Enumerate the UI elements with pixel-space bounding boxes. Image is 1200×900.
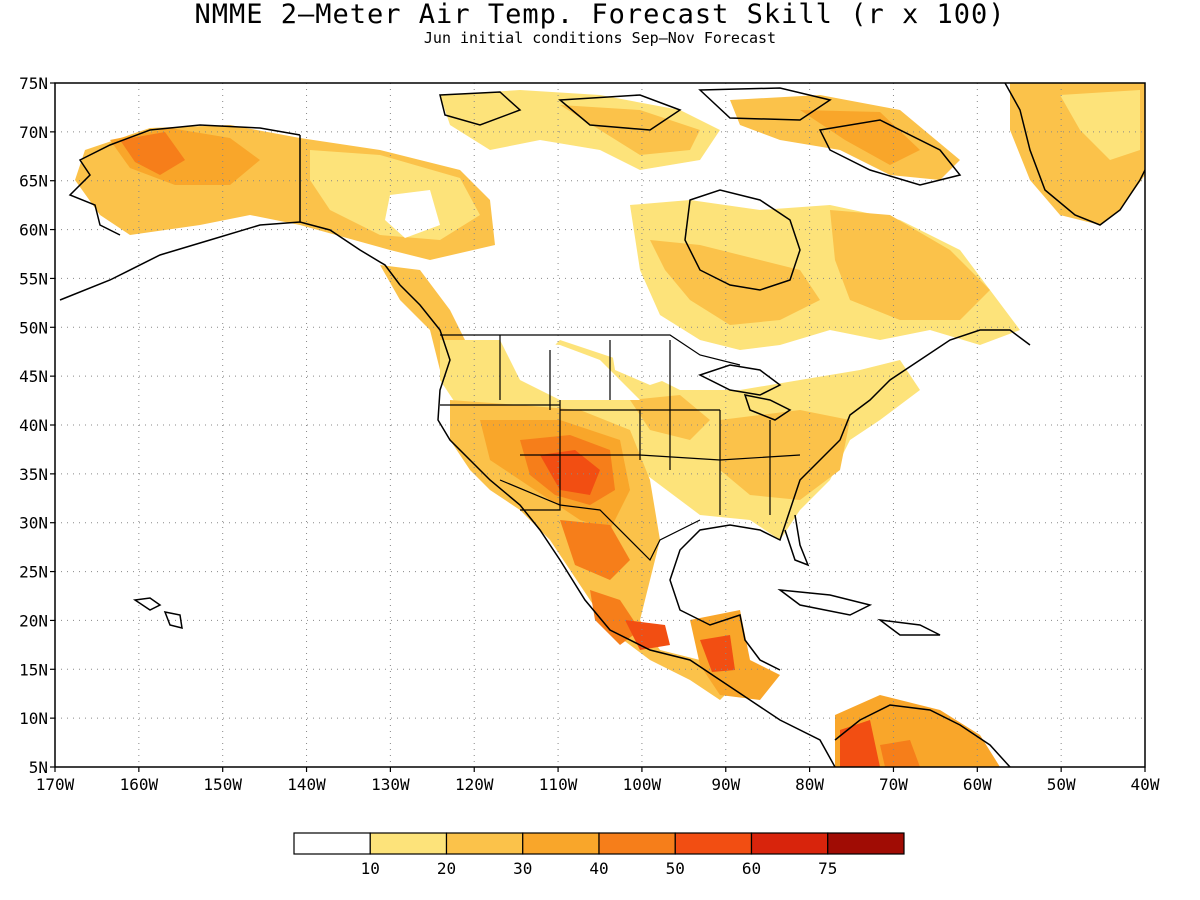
lon-tick-label: 70W (879, 775, 908, 794)
map-title: NMME 2—Meter Air Temp. Forecast Skill (r… (194, 0, 1006, 30)
colorbar-level-label: 75 (818, 859, 837, 878)
lat-tick-label: 40N (19, 416, 48, 435)
colorbar: 10 20 30 40 50 60 75 (293, 832, 905, 878)
colorbar-swatch (369, 832, 448, 855)
lat-tick-label: 25N (19, 563, 48, 582)
colorbar-swatch (522, 832, 600, 855)
skill-field (75, 83, 1145, 767)
latitude-labels: 75N 70N 65N 60N 55N 50N 45N 40N 35N 30N 25N 20N 15N 1… (19, 74, 55, 777)
lat-tick-label: 30N (19, 514, 48, 533)
colorbar-level-label: 60 (742, 859, 761, 878)
lat-tick-label: 20N (19, 611, 48, 630)
lat-tick-label: 5N (29, 758, 48, 777)
lat-tick-label: 10N (19, 709, 48, 728)
lon-tick-label: 60W (963, 775, 992, 794)
lon-tick-label: 140W (287, 775, 326, 794)
lon-tick-label: 130W (371, 775, 410, 794)
lat-tick-label: 15N (19, 660, 48, 679)
lon-tick-label: 170W (36, 775, 75, 794)
colorbar-level-label: 10 (361, 859, 380, 878)
lon-tick-label: 110W (539, 775, 578, 794)
lat-tick-label: 55N (19, 269, 48, 288)
lat-tick-label: 50N (19, 318, 48, 337)
colorbar-swatch (750, 832, 829, 855)
lat-tick-label: 35N (19, 465, 48, 484)
lon-tick-label: 160W (120, 775, 159, 794)
colorbar-swatch (293, 832, 371, 855)
map-subtitle: Jun initial conditions Sep—Nov Forecast (423, 29, 777, 47)
colorbar-level-label: 50 (666, 859, 685, 878)
lon-tick-label: 90W (711, 775, 740, 794)
political-borders (440, 334, 801, 562)
longitude-labels: 170W 160W 150W 140W 130W 120W 110W 100W 90W 80W 70… (36, 767, 1160, 794)
map-grid (55, 83, 1145, 767)
lon-tick-label: 50W (1047, 775, 1076, 794)
colorbar-level-label: 30 (513, 859, 532, 878)
colorbar-level-label: 40 (589, 859, 608, 878)
colorbar-level-label: 20 (437, 859, 456, 878)
lat-tick-label: 70N (19, 123, 48, 142)
lon-tick-label: 120W (455, 775, 494, 794)
lon-tick-label: 80W (795, 775, 824, 794)
lat-tick-label: 65N (19, 172, 48, 191)
lon-tick-label: 40W (1131, 775, 1160, 794)
colorbar-swatch (827, 832, 905, 855)
lat-tick-label: 75N (19, 74, 48, 93)
colorbar-swatch (445, 832, 524, 855)
colorbar-swatch (598, 832, 676, 855)
lon-tick-label: 150W (203, 775, 242, 794)
lat-tick-label: 60N (19, 221, 48, 240)
coastlines (59, 83, 1145, 767)
lon-tick-label: 100W (623, 775, 662, 794)
lat-tick-label: 45N (19, 367, 48, 386)
colorbar-swatch (674, 832, 753, 855)
